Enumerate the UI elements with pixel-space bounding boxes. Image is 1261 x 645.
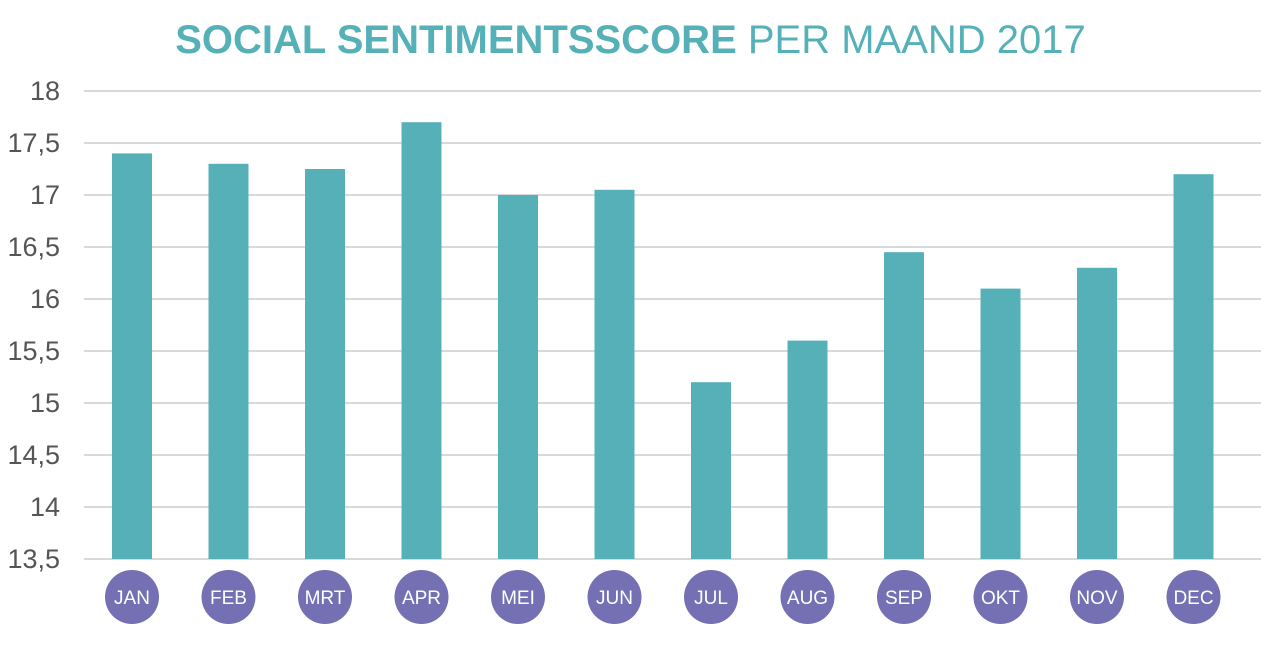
category-label: AUG <box>787 588 828 609</box>
chart-title: SOCIAL SENTIMENTSSCORE PER MAAND 2017 <box>0 18 1261 63</box>
category-label: NOV <box>1076 588 1118 609</box>
category-badge <box>298 570 352 624</box>
category-badge <box>201 570 256 624</box>
bar-okt <box>980 288 1021 559</box>
bars <box>112 122 1214 560</box>
category-label: APR <box>402 588 441 609</box>
category-label: MRT <box>305 588 346 609</box>
y-tick-label: 16 <box>30 284 60 314</box>
bar-sep <box>884 252 924 559</box>
y-tick-label: 15 <box>30 388 60 418</box>
category-badge <box>1070 570 1124 624</box>
bar-jul <box>691 382 731 559</box>
category-label: MEI <box>501 588 535 609</box>
category-label: FEB <box>210 588 247 609</box>
category-label: OKT <box>981 588 1020 609</box>
y-tick-label: 17,5 <box>7 128 60 158</box>
category-label: JUL <box>694 588 728 609</box>
bar-jan <box>112 153 152 559</box>
y-axis-ticks: 13,5 14 14,5 15 15,5 16 16,5 17 17,5 18 <box>7 76 60 574</box>
bar-feb <box>208 163 249 560</box>
y-tick-label: 18 <box>30 76 60 106</box>
category-badge <box>587 570 642 624</box>
y-tick-label: 14 <box>30 492 60 522</box>
grid-lines <box>84 90 1261 560</box>
category-badge <box>684 570 738 624</box>
category-badge <box>780 570 835 624</box>
category-badge <box>394 570 449 624</box>
bar-jun <box>594 189 635 560</box>
category-labels: JAN FEB MRT APR MEI JUN JUL AUG SEP OKT NOV DEC <box>105 570 1221 624</box>
y-tick-label: 14,5 <box>7 440 60 470</box>
bar-aug <box>787 340 828 559</box>
bar-mrt <box>305 169 345 559</box>
chart-title-bold: SOCIAL SENTIMENTSSCORE <box>175 18 737 62</box>
bar-dec <box>1173 174 1214 559</box>
category-badge <box>105 570 159 624</box>
category-badge <box>1166 570 1221 624</box>
y-tick-label: 16,5 <box>7 232 60 262</box>
category-label: JUN <box>596 588 633 609</box>
category-badge <box>491 570 545 624</box>
bar-nov <box>1077 267 1117 559</box>
y-tick-label: 15,5 <box>7 336 60 366</box>
chart-title-rest: PER MAAND 2017 <box>747 18 1086 62</box>
category-label: DEC <box>1173 588 1213 609</box>
category-label: JAN <box>114 588 150 609</box>
category-badge <box>973 570 1028 624</box>
bar-apr <box>401 122 442 559</box>
category-badge <box>877 570 931 624</box>
category-label: SEP <box>885 588 923 609</box>
bar-mei <box>498 195 538 559</box>
y-tick-label: 17 <box>30 180 60 210</box>
y-tick-label: 13,5 <box>7 544 60 574</box>
